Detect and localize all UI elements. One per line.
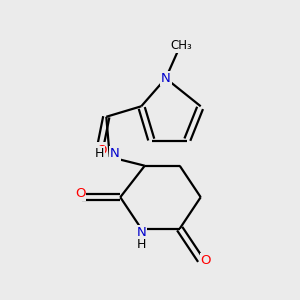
Text: O: O xyxy=(75,187,85,200)
Text: H: H xyxy=(94,147,104,160)
Text: O: O xyxy=(201,254,211,267)
Text: N: N xyxy=(136,226,146,239)
Text: N: N xyxy=(110,147,120,160)
Text: H: H xyxy=(136,238,146,251)
Text: CH₃: CH₃ xyxy=(171,39,192,52)
Text: O: O xyxy=(96,143,106,157)
Text: N: N xyxy=(161,72,171,85)
